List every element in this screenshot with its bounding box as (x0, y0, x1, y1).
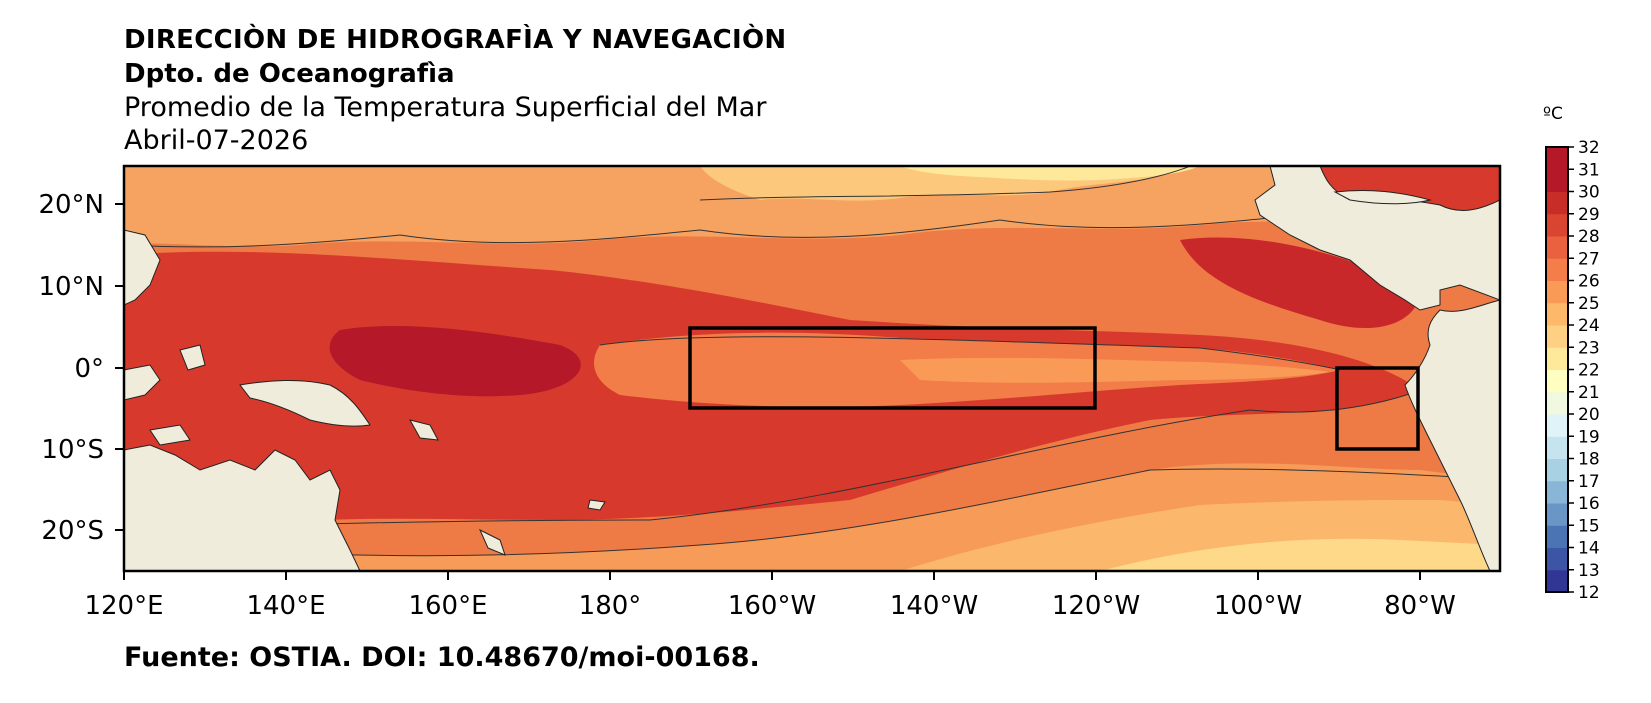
colorbar-swatch (1546, 213, 1568, 237)
colorbar-tick-label: 12 (1578, 583, 1600, 603)
colorbar-tick-label: 26 (1578, 272, 1600, 292)
colorbar-swatch (1546, 258, 1568, 281)
lon-tick-label: 100°W (1214, 591, 1302, 621)
colorbar-swatch (1546, 147, 1568, 170)
colorbar-swatch (1546, 347, 1568, 370)
colorbar-tick-label: 21 (1578, 383, 1600, 403)
colorbar-swatch (1546, 302, 1568, 326)
colorbar-swatch (1546, 391, 1568, 415)
colorbar-swatch (1546, 280, 1568, 304)
nino34-box (688, 326, 1097, 410)
lon-tick-label: 140°W (890, 591, 978, 621)
colorbar-tick-label: 18 (1578, 450, 1600, 470)
lat-tick-label: 20°N (38, 190, 104, 220)
colorbar-tick-label: 15 (1578, 516, 1600, 536)
institution-title: DIRECCIÒN DE HIDROGRAFÌA Y NAVEGACIÒN (124, 25, 787, 55)
colorbar-tick-label: 19 (1578, 427, 1600, 447)
colorbar-tick-label: 13 (1578, 561, 1600, 581)
map-date: Abril-07-2026 (124, 125, 309, 156)
colorbar-swatch (1546, 325, 1568, 348)
colorbar-swatch (1546, 480, 1568, 504)
colorbar-swatch (1546, 236, 1568, 259)
colorbar-tick-label: 29 (1578, 205, 1600, 225)
colorbar-tick-label: 28 (1578, 227, 1600, 247)
colorbar-tick-label: 27 (1578, 249, 1600, 269)
colorbar-swatch (1546, 503, 1568, 526)
department-title: Dpto. de Oceanografìa (124, 59, 455, 89)
colorbar-swatch (1546, 525, 1568, 548)
colorbar-tick-label: 30 (1578, 183, 1600, 203)
lon-tick-label: 120°E (84, 591, 163, 621)
lon-tick-label: 180° (579, 591, 642, 621)
colorbar-swatch (1546, 569, 1568, 593)
lon-tick-label: 160°W (728, 591, 816, 621)
latitude-axis: 20°N 10°N 0° 10°S 20°S (38, 190, 124, 546)
colorbar-swatch (1546, 414, 1568, 437)
colorbar-swatch (1546, 547, 1568, 571)
lon-tick-label: 120°W (1052, 591, 1140, 621)
colorbar-swatch (1546, 191, 1568, 215)
colorbar-swatch (1546, 436, 1568, 459)
map-title: Promedio de la Temperatura Superficial d… (124, 92, 767, 123)
colorbar-tick-label: 25 (1578, 294, 1600, 314)
colorbar-tick-label: 16 (1578, 494, 1600, 514)
colorbar-tick-label: 32 (1578, 138, 1600, 158)
colorbar-tick-label: 24 (1578, 316, 1600, 336)
colorbar-tick-label: 31 (1578, 160, 1600, 180)
lat-tick-label: 0° (74, 354, 104, 384)
lat-tick-label: 10°S (41, 435, 104, 465)
colorbar-tick-label: 17 (1578, 472, 1600, 492)
colorbar-tick-label: 14 (1578, 539, 1600, 559)
colorbar-swatch (1546, 169, 1568, 192)
colorbar-swatch (1546, 458, 1568, 482)
sst-field (124, 166, 1500, 571)
colorbar-unit: ºC (1543, 104, 1563, 124)
lat-tick-label: 20°S (41, 516, 104, 546)
nino12-box (1335, 366, 1420, 451)
land (124, 166, 1500, 571)
lat-tick-label: 10°N (38, 272, 104, 302)
data-source: Fuente: OSTIA. DOI: 10.48670/moi-00168. (124, 642, 760, 673)
longitude-axis: 120°E 140°E 160°E 180° 160°W 140°W 120°W 100°W 8… (84, 571, 1456, 621)
colorbar-tick-label: 22 (1578, 361, 1600, 381)
colorbar-swatch (1546, 369, 1568, 393)
lon-tick-label: 80°W (1384, 591, 1456, 621)
lon-tick-label: 140°E (246, 591, 325, 621)
lon-tick-label: 160°E (408, 591, 487, 621)
colorbar-tick-label: 20 (1578, 405, 1600, 425)
colorbar-tick-label: 23 (1578, 338, 1600, 358)
